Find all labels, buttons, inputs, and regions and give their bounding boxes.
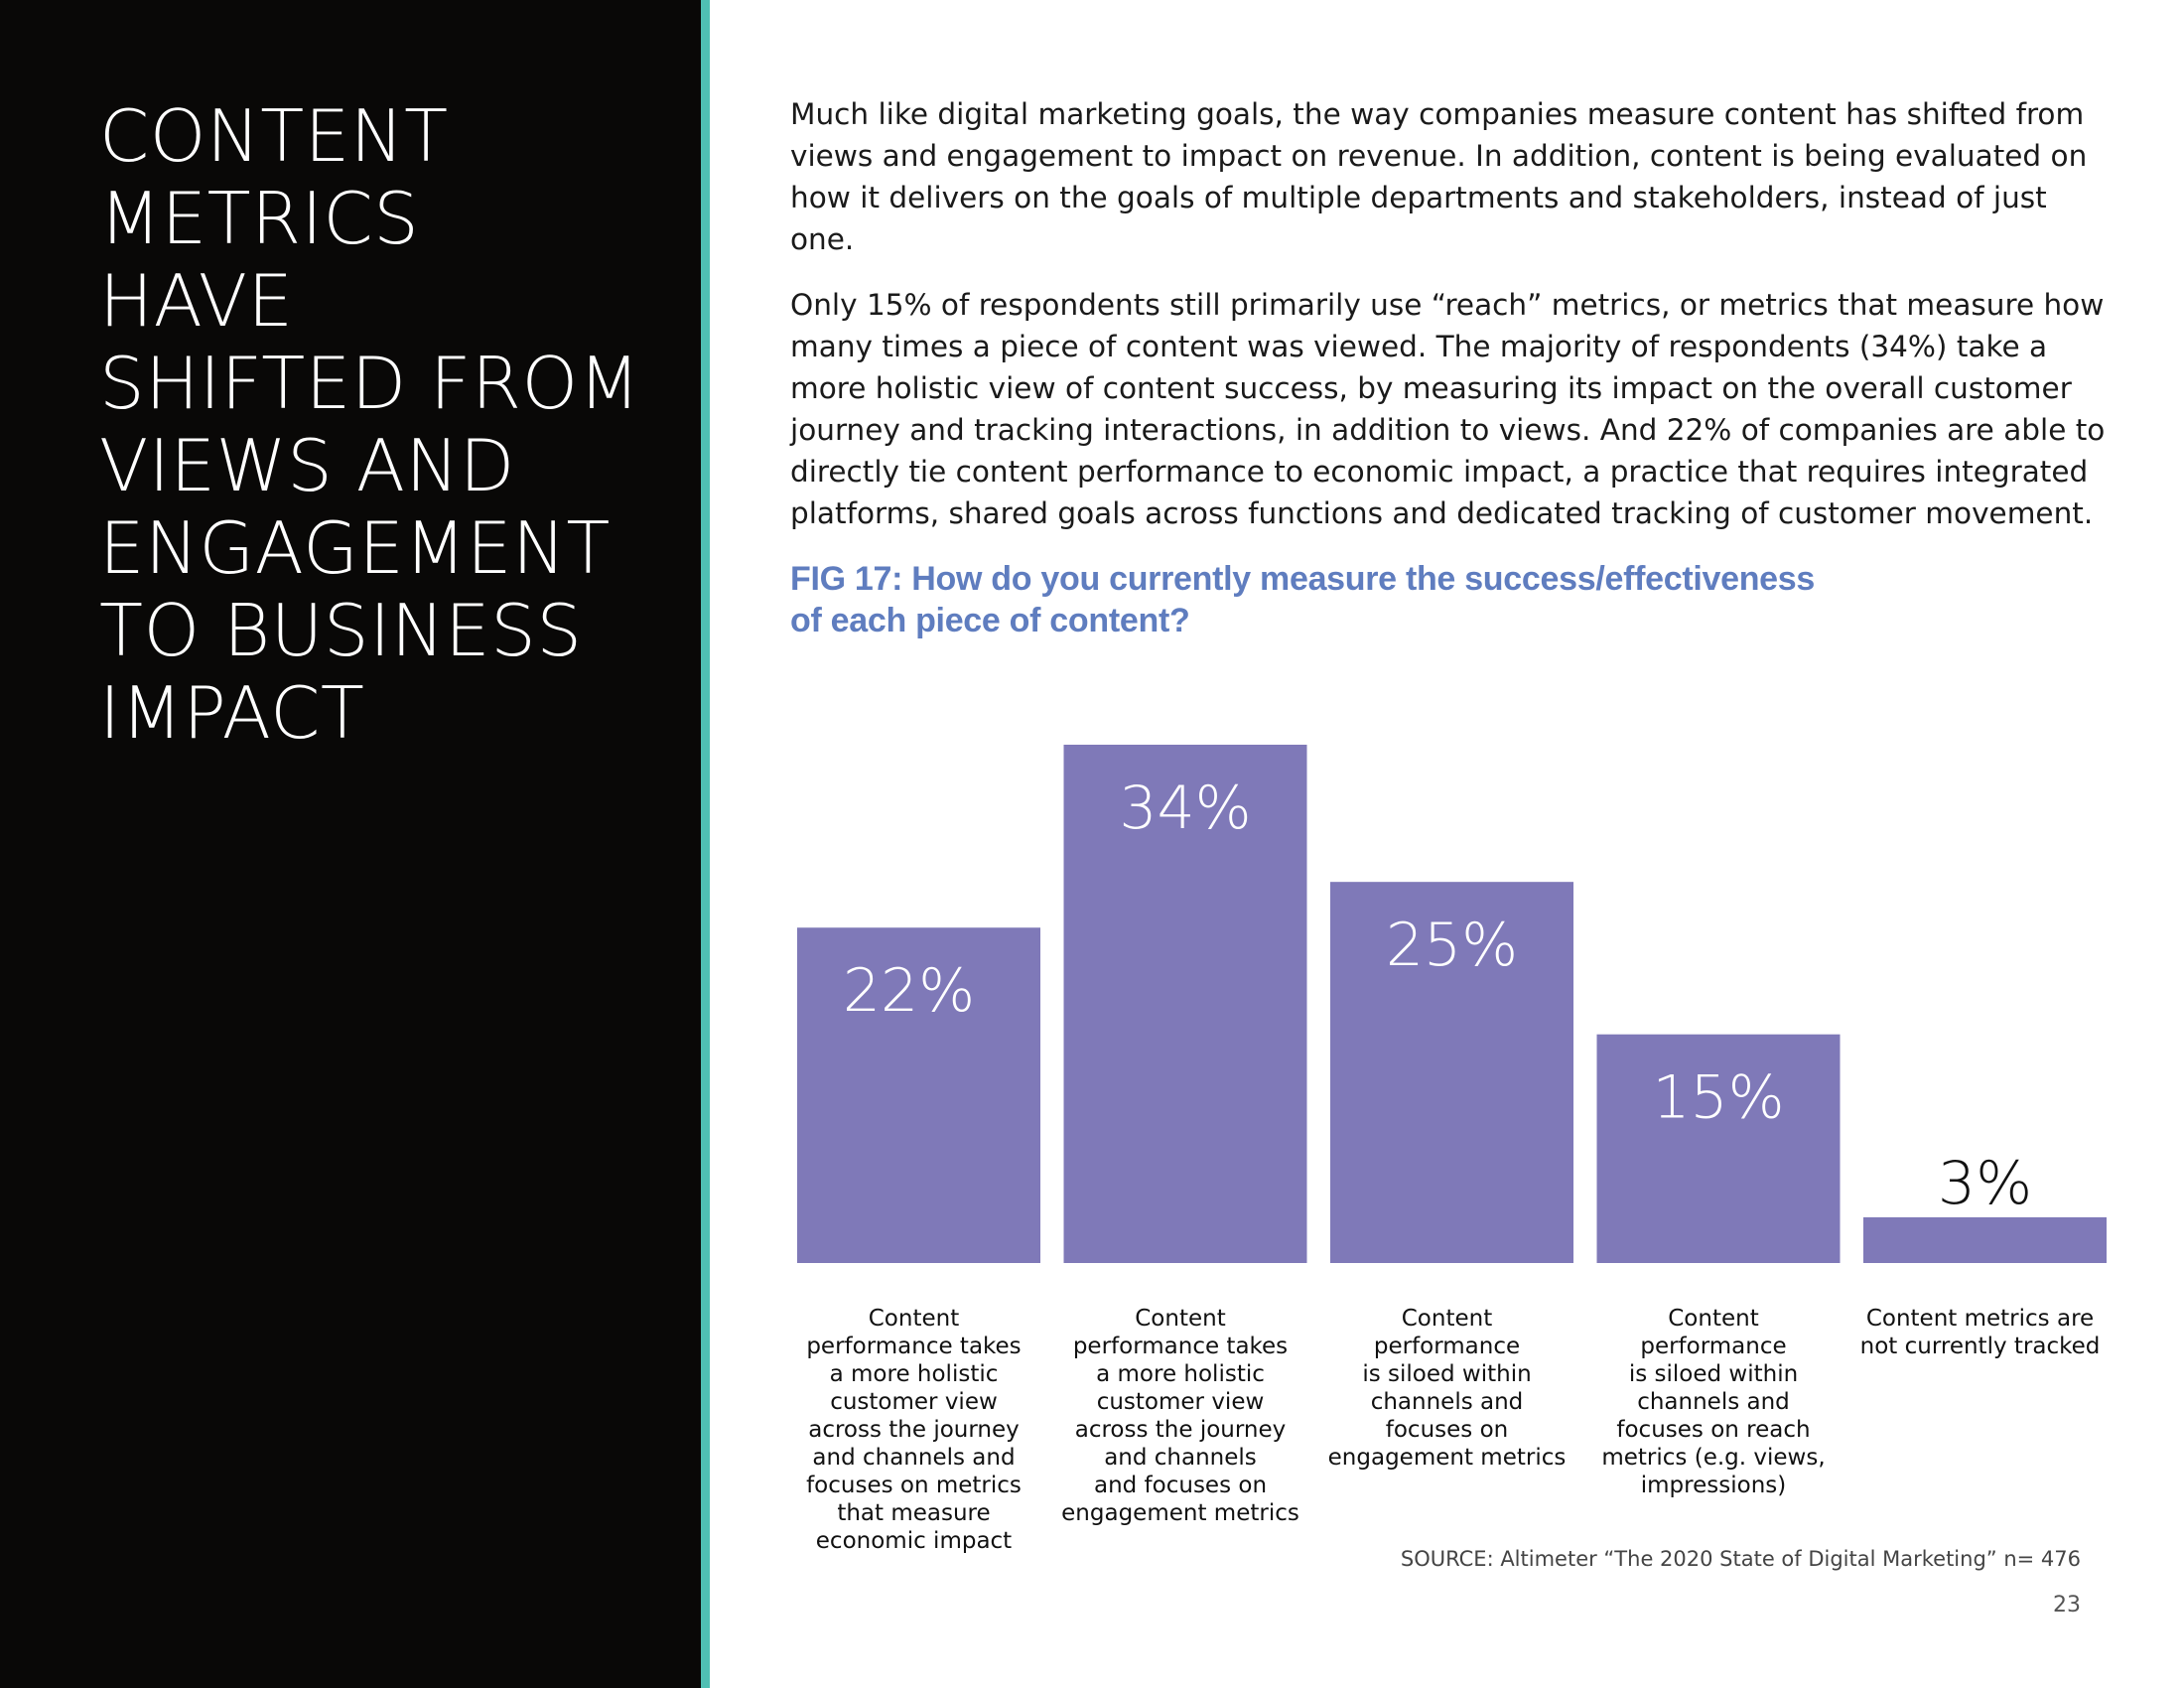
sidebar-panel: CONTENT METRICS HAVE SHIFTED FROM VIEWS … <box>0 0 701 1688</box>
heading-line: CONTENT <box>99 94 449 178</box>
category-label-line: performance <box>1374 1334 1520 1359</box>
bar-value-label: 15% <box>1652 1063 1784 1133</box>
figure-title-line: of each piece of content? <box>790 602 1190 639</box>
category-label-line: focuses on metrics <box>806 1473 1022 1498</box>
category-label-line: Content metrics are <box>1866 1306 2094 1332</box>
figure-title: FIG 17: How do you currently measure the… <box>790 558 1882 641</box>
heading-line: METRICS <box>99 177 420 260</box>
category-label-line: customer view <box>1097 1389 1265 1415</box>
category-label-line: Content <box>869 1306 959 1332</box>
category-label-line: Content <box>1402 1306 1492 1332</box>
category-label-line: focuses on <box>1386 1417 1508 1443</box>
category-label-line: channels and <box>1371 1389 1524 1415</box>
category-label: Content performance takes a more holistic c… <box>806 1306 1022 1554</box>
source-note: SOURCE: Altimeter “The 2020 State of Dig… <box>1400 1547 2081 1571</box>
figure-title-line: FIG 17: How do you currently measure the… <box>790 560 1816 598</box>
bar <box>1863 1216 2107 1263</box>
category-label-line: impressions) <box>1641 1473 1786 1498</box>
heading-line: HAVE <box>99 259 294 343</box>
sidebar-accent-stripe <box>701 0 710 1688</box>
category-label-line: across the journey <box>808 1417 1020 1443</box>
category-label-line: metrics (e.g. views, <box>1601 1445 1825 1471</box>
category-label-line: performance takes <box>1073 1334 1288 1359</box>
category-label-line: and channels <box>1104 1445 1257 1471</box>
bar <box>1063 745 1307 1263</box>
intro-paragraph: Only 15% of respondents still primarily … <box>790 288 2106 530</box>
bar-value-label: 3% <box>1938 1149 2032 1218</box>
category-label-line: customer view <box>830 1389 998 1415</box>
category-label-line: Content <box>1668 1306 1758 1332</box>
category-label-line: is siloed within <box>1362 1361 1531 1387</box>
bar <box>1330 882 1573 1263</box>
page-number: 23 <box>2053 1593 2081 1618</box>
category-label: Content performance takes a more holistic c… <box>1061 1306 1299 1526</box>
category-label-line: performance <box>1640 1334 1786 1359</box>
category-label-line: a more holistic <box>1096 1361 1265 1387</box>
category-label-line: engagement metrics <box>1328 1445 1567 1471</box>
intro-text: Much like digital marketing goals, the w… <box>790 93 2111 558</box>
category-label-line: engagement metrics <box>1061 1500 1299 1526</box>
heading-line: TO BUSINESS <box>99 589 583 672</box>
category-label-line: economic impact <box>816 1528 1012 1554</box>
bar-value-label: 34% <box>1119 774 1251 843</box>
heading-line: IMPACT <box>99 671 365 755</box>
category-label-line: and focuses on <box>1094 1473 1267 1498</box>
heading-line: ENGAGEMENT <box>99 506 611 590</box>
category-label-line: and channels and <box>812 1445 1015 1471</box>
category-label-line: a more holistic <box>830 1361 999 1387</box>
category-label-line: is siloed within <box>1629 1361 1798 1387</box>
category-label-line: across the journey <box>1075 1417 1287 1443</box>
category-label-line: performance takes <box>806 1334 1021 1359</box>
bar <box>1596 1034 1841 1263</box>
bar-value-label: 25% <box>1386 911 1518 980</box>
category-label: Content metrics are not currently tracked <box>1860 1306 2101 1359</box>
category-label: Content performance is siloed within channe… <box>1328 1306 1567 1471</box>
heading-line: VIEWS AND <box>99 424 515 507</box>
category-label-line: channels and <box>1637 1389 1790 1415</box>
category-label-line: that measure <box>837 1500 990 1526</box>
category-label-line: Content <box>1135 1306 1225 1332</box>
heading-line: SHIFTED FROM <box>99 342 641 425</box>
bar <box>797 927 1040 1263</box>
category-label-line: not currently tracked <box>1860 1334 2101 1359</box>
bar-value-label: 22% <box>843 956 975 1026</box>
intro-paragraph: Much like digital marketing goals, the w… <box>790 97 2088 256</box>
category-label-line: focuses on reach <box>1616 1417 1810 1443</box>
category-label: Content performance is siloed within channe… <box>1601 1306 1825 1498</box>
page-heading: CONTENT METRICS HAVE SHIFTED FROM VIEWS … <box>99 95 695 755</box>
